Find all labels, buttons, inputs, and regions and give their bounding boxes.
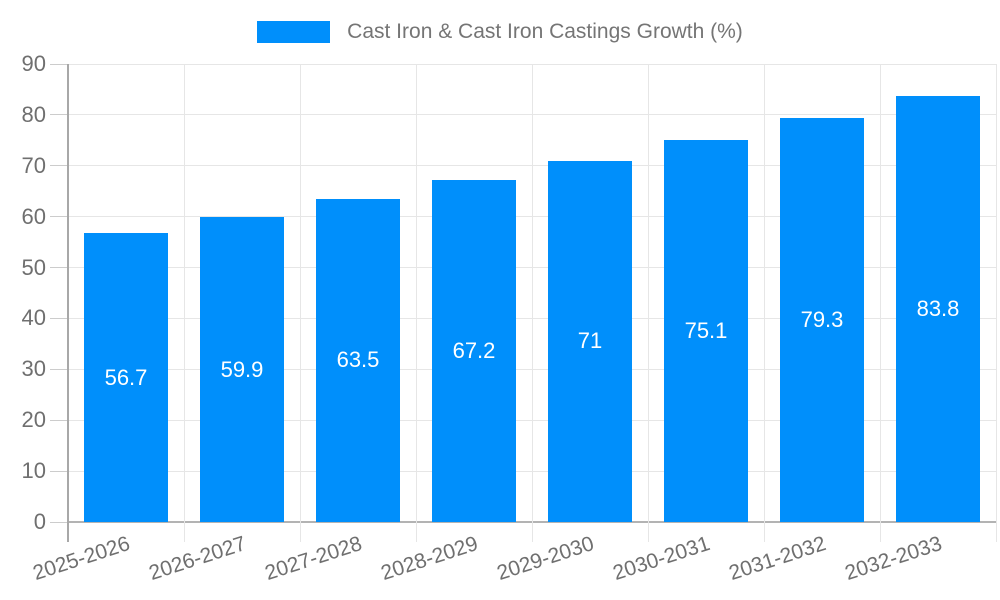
y-axis-tick bbox=[50, 317, 68, 319]
y-axis-tick-label: 20 bbox=[21, 407, 46, 433]
legend-swatch-icon bbox=[257, 21, 331, 43]
bar[interactable] bbox=[84, 233, 168, 522]
grid-line-vertical bbox=[879, 64, 881, 542]
y-axis-tick-label: 70 bbox=[21, 152, 46, 178]
y-axis-tick bbox=[50, 267, 68, 269]
bar[interactable] bbox=[780, 118, 864, 522]
bar-value-label: 56.7 bbox=[104, 364, 148, 390]
legend: Cast Iron & Cast Iron Castings Growth (%… bbox=[0, 20, 1000, 44]
y-axis-tick bbox=[50, 521, 68, 523]
bar-value-label: 63.5 bbox=[336, 347, 380, 373]
grid-line-vertical bbox=[183, 64, 185, 542]
y-axis-tick-label: 30 bbox=[21, 356, 46, 382]
y-axis-tick bbox=[50, 63, 68, 65]
grid-line-vertical bbox=[995, 64, 997, 542]
bar[interactable] bbox=[896, 95, 980, 522]
y-axis-tick-label: 90 bbox=[21, 51, 46, 76]
legend-item[interactable]: Cast Iron & Cast Iron Castings Growth (%… bbox=[257, 20, 743, 44]
y-axis-tick-label: 60 bbox=[21, 203, 46, 229]
y-axis-tick bbox=[50, 470, 68, 472]
bar-value-label: 67.2 bbox=[452, 338, 496, 363]
bar[interactable] bbox=[664, 139, 748, 522]
bar-value-label: 79.3 bbox=[800, 307, 844, 333]
grid-line-vertical bbox=[415, 64, 417, 542]
y-axis-tick bbox=[50, 419, 68, 421]
y-axis-tick bbox=[50, 368, 68, 370]
y-axis-tick-label: 40 bbox=[21, 305, 46, 331]
bar[interactable] bbox=[432, 180, 516, 522]
bar[interactable] bbox=[316, 198, 400, 522]
grid-line-vertical bbox=[647, 64, 649, 542]
bar[interactable] bbox=[548, 160, 632, 522]
bar-value-label: 75.1 bbox=[684, 317, 728, 343]
grid-line-vertical bbox=[299, 64, 301, 542]
y-axis-line bbox=[67, 64, 69, 542]
bar-value-label: 83.8 bbox=[916, 295, 960, 321]
bar-value-label: 71 bbox=[577, 328, 603, 354]
y-axis-tick-label: 50 bbox=[21, 254, 46, 280]
y-axis-tick-label: 10 bbox=[21, 458, 46, 484]
y-axis-tick bbox=[50, 114, 68, 116]
grid-line-vertical bbox=[531, 64, 533, 542]
grid-line-vertical bbox=[763, 64, 765, 542]
y-axis-tick bbox=[50, 165, 68, 167]
legend-label: Cast Iron & Cast Iron Castings Growth (%… bbox=[347, 20, 743, 43]
y-axis-tick-label: 0 bbox=[33, 509, 46, 534]
y-axis-tick bbox=[50, 216, 68, 218]
bar[interactable] bbox=[200, 217, 284, 522]
bar-value-label: 59.9 bbox=[220, 356, 264, 382]
y-axis-tick-label: 80 bbox=[21, 101, 46, 127]
